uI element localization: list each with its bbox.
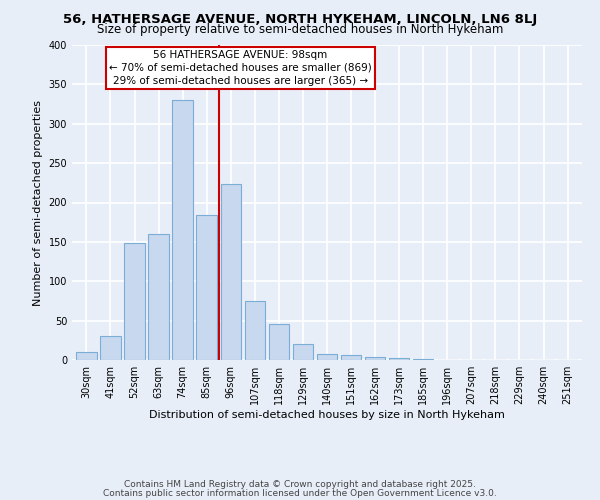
Bar [389,358,409,360]
Y-axis label: Number of semi-detached properties: Number of semi-detached properties [33,100,43,306]
Bar [365,357,385,360]
Bar [269,324,289,360]
Bar [148,234,169,360]
Text: 56 HATHERSAGE AVENUE: 98sqm
← 70% of semi-detached houses are smaller (869)
29% : 56 HATHERSAGE AVENUE: 98sqm ← 70% of sem… [109,50,371,86]
Bar [196,215,217,360]
Bar [100,336,121,360]
Bar [245,301,265,360]
Text: Contains HM Land Registry data © Crown copyright and database right 2025.: Contains HM Land Registry data © Crown c… [124,480,476,489]
Bar [221,184,241,360]
Bar [293,344,313,360]
Bar [76,352,97,360]
Text: Size of property relative to semi-detached houses in North Hykeham: Size of property relative to semi-detach… [97,22,503,36]
Bar [124,244,145,360]
Bar [413,359,433,360]
Bar [172,100,193,360]
Bar [341,356,361,360]
X-axis label: Distribution of semi-detached houses by size in North Hykeham: Distribution of semi-detached houses by … [149,410,505,420]
Bar [317,354,337,360]
Text: 56, HATHERSAGE AVENUE, NORTH HYKEHAM, LINCOLN, LN6 8LJ: 56, HATHERSAGE AVENUE, NORTH HYKEHAM, LI… [63,12,537,26]
Text: Contains public sector information licensed under the Open Government Licence v3: Contains public sector information licen… [103,488,497,498]
